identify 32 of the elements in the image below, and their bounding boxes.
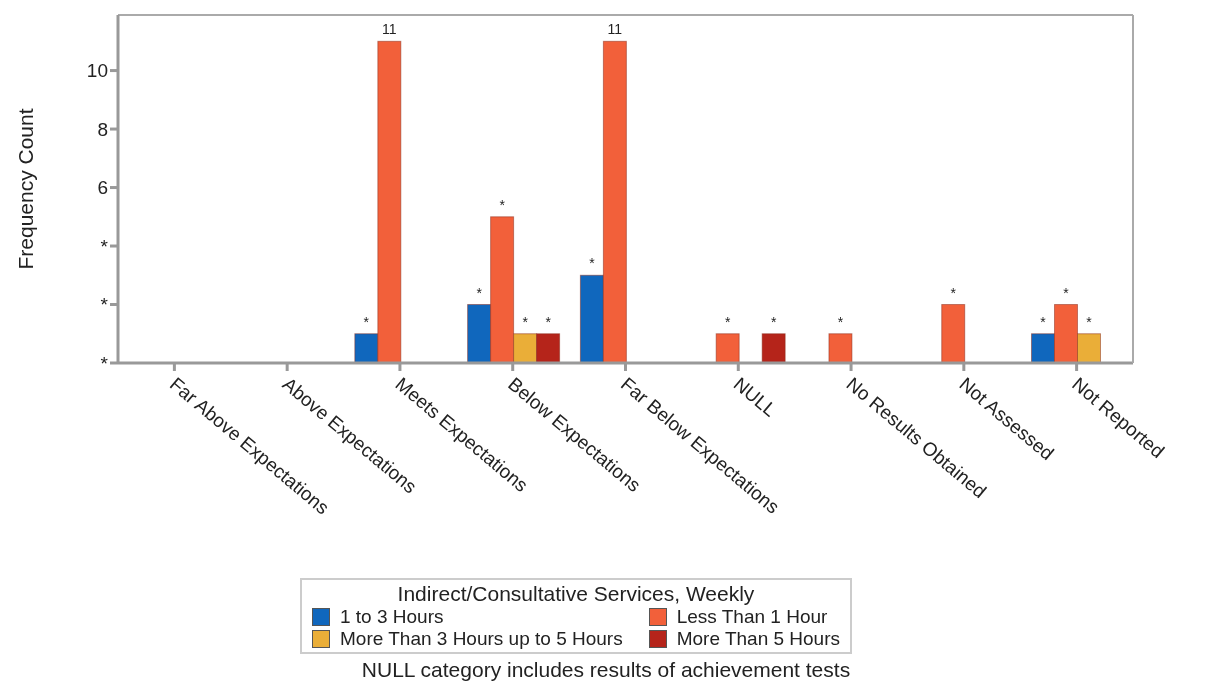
y-axis-title: Frequency Count bbox=[14, 108, 38, 270]
y-tick-label: 8 bbox=[97, 118, 108, 140]
legend-label: More Than 5 Hours bbox=[676, 628, 841, 650]
data-label: * bbox=[724, 313, 731, 330]
data-label: * bbox=[1086, 313, 1093, 330]
bar bbox=[828, 333, 853, 363]
legend-label: 1 to 3 Hours bbox=[339, 606, 444, 628]
y-tick-label: * bbox=[100, 235, 109, 257]
data-label: * bbox=[522, 313, 529, 330]
bar bbox=[715, 333, 740, 363]
y-tick-label: 6 bbox=[97, 177, 108, 199]
data-label: * bbox=[770, 313, 777, 330]
data-label: * bbox=[950, 284, 957, 301]
data-label: * bbox=[363, 313, 370, 330]
data-label: * bbox=[837, 313, 844, 330]
bar bbox=[941, 304, 966, 363]
y-tick-label: * bbox=[100, 352, 109, 374]
data-label: * bbox=[476, 284, 483, 301]
bar bbox=[761, 333, 786, 363]
data-label: 11 bbox=[607, 21, 623, 38]
data-label: * bbox=[1063, 284, 1070, 301]
legend-title: Indirect/Consultative Services, Weekly bbox=[396, 582, 756, 606]
legend-label: More Than 3 Hours up to 5 Hours bbox=[339, 628, 623, 650]
data-label: * bbox=[545, 313, 552, 330]
data-label: 11 bbox=[382, 21, 397, 38]
data-label: * bbox=[589, 255, 596, 272]
y-tick-label: * bbox=[100, 294, 109, 316]
legend-label: Less Than 1 Hour bbox=[676, 606, 828, 628]
text: NULL category includes results of achievement tests bbox=[360, 658, 852, 682]
data-label: * bbox=[1040, 313, 1047, 330]
y-tick-label: 10 bbox=[86, 60, 108, 82]
data-label: * bbox=[499, 196, 506, 213]
